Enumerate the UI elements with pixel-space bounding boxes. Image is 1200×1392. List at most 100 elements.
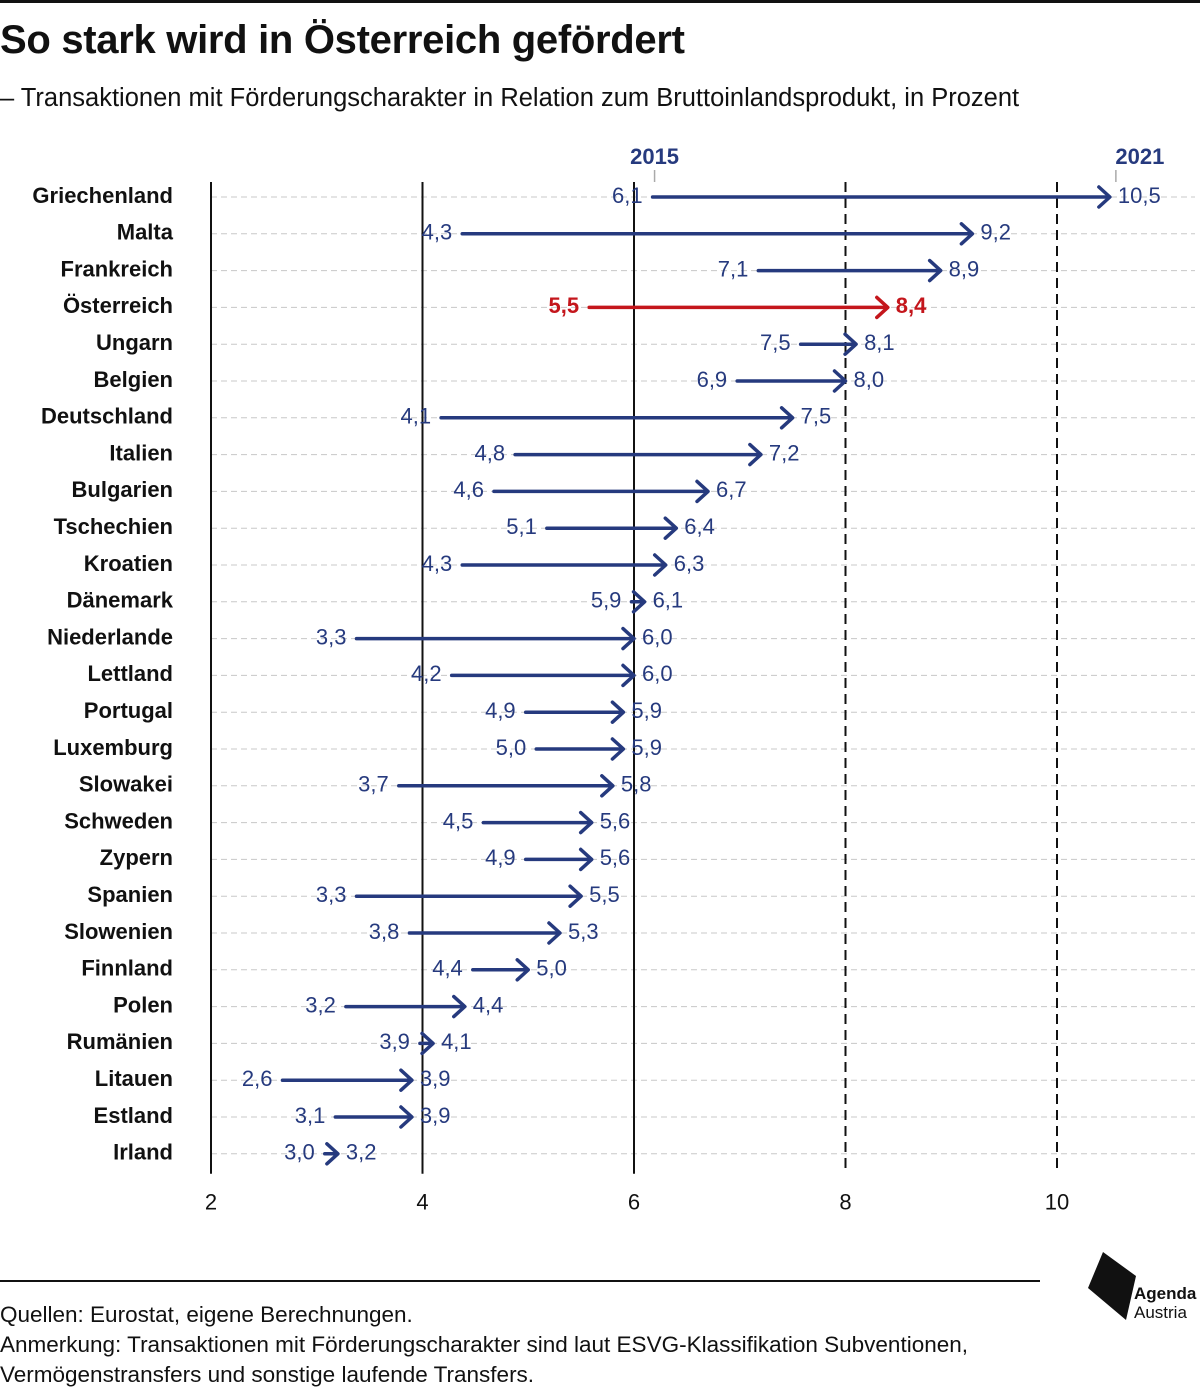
value-label-2021: 6,3: [674, 551, 705, 576]
value-label-2015: 7,1: [718, 256, 749, 281]
logo-text-line-2: Austria: [1134, 1303, 1187, 1322]
value-label-2021: 3,9: [420, 1103, 451, 1128]
value-label-2015: 4,4: [432, 956, 463, 981]
country-label: Österreich: [63, 293, 173, 318]
x-tick-label: 2: [205, 1190, 217, 1210]
arrow-head: [875, 295, 890, 320]
value-label-2021: 4,1: [441, 1029, 472, 1054]
country-label: Slowenien: [64, 919, 173, 944]
country-label: Irland: [113, 1140, 173, 1165]
arrow-head: [610, 737, 626, 761]
country-label: Rumänien: [67, 1029, 173, 1054]
value-label-2015: 4,3: [422, 220, 453, 245]
chart-subtitle: – Transaktionen mit Förderungscharakter …: [0, 84, 1020, 112]
arrow-head: [621, 663, 636, 688]
value-label-2015: 3,2: [305, 992, 336, 1017]
country-label: Zypern: [100, 845, 173, 870]
country-label: Malta: [117, 220, 174, 245]
value-label-2021: 5,0: [536, 956, 567, 981]
arrow-head: [568, 884, 583, 908]
country-label: Finnland: [81, 956, 173, 981]
value-label-2021: 8,1: [864, 330, 895, 355]
arrow-head: [610, 700, 626, 724]
arrow-head: [927, 258, 943, 283]
country-label: Polen: [113, 992, 173, 1017]
value-label-2015: 4,6: [453, 477, 484, 502]
value-label-2015: 5,9: [591, 588, 622, 613]
country-label: Italien: [109, 440, 173, 465]
country-label: Schweden: [64, 808, 173, 833]
value-label-2021: 5,6: [600, 845, 631, 870]
country-label: Deutschland: [41, 404, 173, 429]
x-tick-label: 10: [1045, 1190, 1069, 1210]
x-tick-label: 4: [416, 1190, 428, 1210]
arrow-head: [832, 369, 848, 393]
value-label-2021: 3,9: [420, 1066, 451, 1091]
value-label-2021: 6,7: [716, 477, 747, 502]
footer: Quellen: Eurostat, eigene Berechnungen. …: [0, 1300, 968, 1390]
arrow-head: [547, 921, 562, 945]
x-tick-label: 8: [839, 1190, 851, 1210]
arrow-head: [600, 774, 615, 798]
value-label-2015: 4,1: [400, 404, 431, 429]
value-label-2021: 5,9: [631, 698, 662, 723]
value-label-2021: 4,4: [473, 992, 504, 1017]
country-label: Spanien: [87, 882, 173, 907]
arrow-head: [399, 1068, 414, 1092]
arrow-head: [621, 626, 636, 651]
value-label-2021: 7,2: [769, 440, 800, 465]
value-label-2021: 3,2: [346, 1140, 377, 1165]
value-label-2021: 6,4: [684, 514, 715, 539]
value-label-2021: 7,5: [801, 404, 832, 429]
value-label-2021: 5,3: [568, 919, 599, 944]
agenda-austria-logo-icon: [1088, 1252, 1136, 1320]
value-label-2021: 10,5: [1118, 183, 1161, 208]
annotation-note-line-2: Vermögenstransfers und sonstige laufende…: [0, 1362, 535, 1387]
value-label-2021: 5,8: [621, 772, 652, 797]
value-label-2015: 7,5: [760, 330, 791, 355]
value-label-2015: 6,9: [697, 367, 728, 392]
value-label-2021: 9,2: [980, 220, 1011, 245]
value-label-2015: 4,9: [485, 845, 516, 870]
arrow-head: [452, 994, 467, 1019]
country-label: Slowakei: [79, 772, 173, 797]
value-label-2021: 8,0: [854, 367, 885, 392]
series-label-2021: 2021: [1115, 144, 1164, 169]
value-label-2021: 6,0: [642, 661, 673, 686]
annotation-note-line-1: Anmerkung: Transaktionen mit Förderungsc…: [0, 1332, 968, 1357]
value-label-2015: 3,3: [316, 624, 347, 649]
value-label-2015: 5,5: [549, 293, 580, 318]
arrow-head: [1097, 185, 1112, 209]
value-label-2015: 3,1: [295, 1103, 326, 1128]
value-label-2015: 3,9: [379, 1029, 410, 1054]
value-label-2021: 5,6: [600, 808, 631, 833]
country-label: Griechenland: [32, 183, 173, 208]
value-label-2021: 8,4: [896, 293, 927, 318]
arrow-chart: 2 4 6 8 10 2015 2021 Griechenland 6,1 10,5 Malta 4,…: [32, 144, 1195, 1210]
sources-note: Quellen: Eurostat, eigene Berechnungen.: [0, 1302, 413, 1327]
value-label-2015: 3,8: [369, 919, 400, 944]
value-label-2015: 3,3: [316, 882, 347, 907]
value-label-2021: 5,5: [589, 882, 620, 907]
arrow-head: [578, 810, 594, 835]
value-label-2021: 5,9: [631, 735, 662, 760]
value-label-2015: 4,2: [411, 661, 442, 686]
footer-rule: [0, 1280, 1040, 1282]
chart-title: So stark wird in Österreich gefördert: [0, 18, 685, 62]
value-label-2021: 6,1: [653, 588, 684, 613]
country-label: Kroatien: [84, 551, 173, 576]
country-label: Estland: [94, 1103, 173, 1128]
logo-text-line-1: Agenda: [1134, 1284, 1197, 1303]
arrow-head: [578, 847, 594, 872]
country-label: Belgien: [94, 367, 173, 392]
arrow-head: [843, 332, 858, 356]
arrow-head: [748, 442, 763, 467]
country-label: Ungarn: [96, 330, 173, 355]
country-label: Bulgarien: [72, 477, 173, 502]
country-label: Frankreich: [61, 256, 174, 281]
arrow-head: [399, 1105, 414, 1129]
arrow-head: [420, 1031, 435, 1056]
value-label-2021: 6,0: [642, 624, 673, 649]
x-tick-label: 6: [628, 1190, 640, 1210]
top-rule: [0, 0, 1200, 3]
